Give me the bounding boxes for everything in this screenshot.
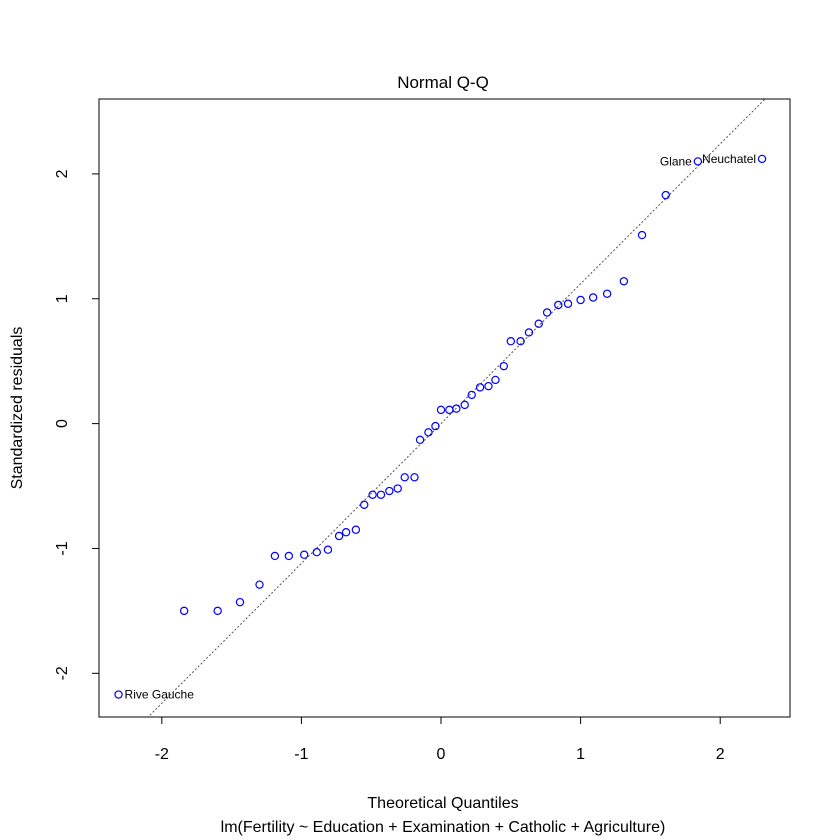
data-point bbox=[393, 484, 402, 493]
data-point bbox=[576, 295, 585, 305]
x-tick-label: -2 bbox=[155, 746, 169, 763]
data-point bbox=[588, 293, 598, 302]
point-annotation: Neuchatel bbox=[702, 152, 756, 166]
data-point bbox=[300, 550, 309, 559]
y-axis-label: Standardized residuals bbox=[9, 327, 26, 490]
data-point bbox=[235, 597, 245, 607]
reference-line bbox=[147, 99, 766, 717]
data-point bbox=[360, 500, 369, 509]
data-point bbox=[445, 405, 454, 415]
data-point bbox=[284, 551, 294, 561]
point-annotation: Glane bbox=[660, 154, 692, 168]
data-point bbox=[351, 525, 361, 534]
data-point bbox=[270, 551, 280, 561]
y-tick-label: -1 bbox=[54, 541, 71, 555]
data-point bbox=[452, 404, 461, 413]
data-point bbox=[334, 531, 344, 541]
x-axis: -2 -1 0 1 2 bbox=[155, 716, 725, 763]
data-point bbox=[619, 277, 629, 286]
x-tick-label: 0 bbox=[437, 746, 446, 763]
data-point bbox=[524, 328, 534, 337]
data-point bbox=[312, 548, 321, 557]
data-point bbox=[499, 361, 509, 371]
data-point bbox=[179, 606, 189, 616]
data-point bbox=[563, 299, 573, 308]
data-point bbox=[475, 383, 485, 392]
data-point bbox=[323, 545, 333, 554]
data-point bbox=[693, 157, 703, 166]
x-axis-label: Theoretical Quantiles bbox=[367, 795, 518, 812]
y-tick-label: 0 bbox=[54, 419, 71, 428]
data-point bbox=[415, 435, 425, 445]
data-point bbox=[436, 405, 446, 415]
y-tick-label: 1 bbox=[54, 294, 71, 303]
data-point bbox=[637, 230, 647, 240]
data-point bbox=[385, 486, 394, 496]
data-point bbox=[431, 421, 440, 431]
data-point bbox=[410, 473, 419, 482]
data-point bbox=[424, 428, 433, 437]
x-tick-label: 2 bbox=[716, 746, 725, 763]
data-point bbox=[554, 300, 563, 310]
data-point bbox=[506, 337, 516, 346]
data-point bbox=[542, 308, 552, 317]
data-point bbox=[400, 473, 409, 482]
data-point bbox=[114, 690, 123, 699]
data-point bbox=[255, 580, 264, 589]
point-annotation: Rive Gauche bbox=[125, 688, 195, 702]
data-point bbox=[341, 528, 351, 537]
y-tick-label: 2 bbox=[54, 169, 71, 178]
data-points bbox=[114, 154, 767, 699]
data-point bbox=[516, 337, 525, 346]
x-tick-label: -1 bbox=[294, 746, 308, 763]
x-tick-label: 1 bbox=[576, 746, 585, 763]
y-tick-label: -2 bbox=[54, 666, 71, 680]
data-point bbox=[213, 606, 222, 616]
data-point bbox=[484, 381, 493, 391]
data-point bbox=[661, 190, 670, 200]
model-formula-subtitle: lm(Fertility ~ Education + Examination +… bbox=[221, 819, 666, 836]
data-point bbox=[467, 390, 476, 400]
data-point bbox=[491, 375, 500, 385]
chart-title: Normal Q-Q bbox=[397, 73, 489, 92]
data-point bbox=[376, 490, 386, 499]
data-point bbox=[368, 490, 377, 499]
data-point bbox=[534, 319, 543, 328]
y-axis: -2 -1 0 1 2 bbox=[54, 169, 100, 680]
data-point bbox=[460, 400, 469, 410]
data-point bbox=[602, 289, 612, 298]
point-annotations: Rive Gauche Glane Neuchatel bbox=[125, 152, 757, 702]
data-point bbox=[757, 154, 767, 164]
